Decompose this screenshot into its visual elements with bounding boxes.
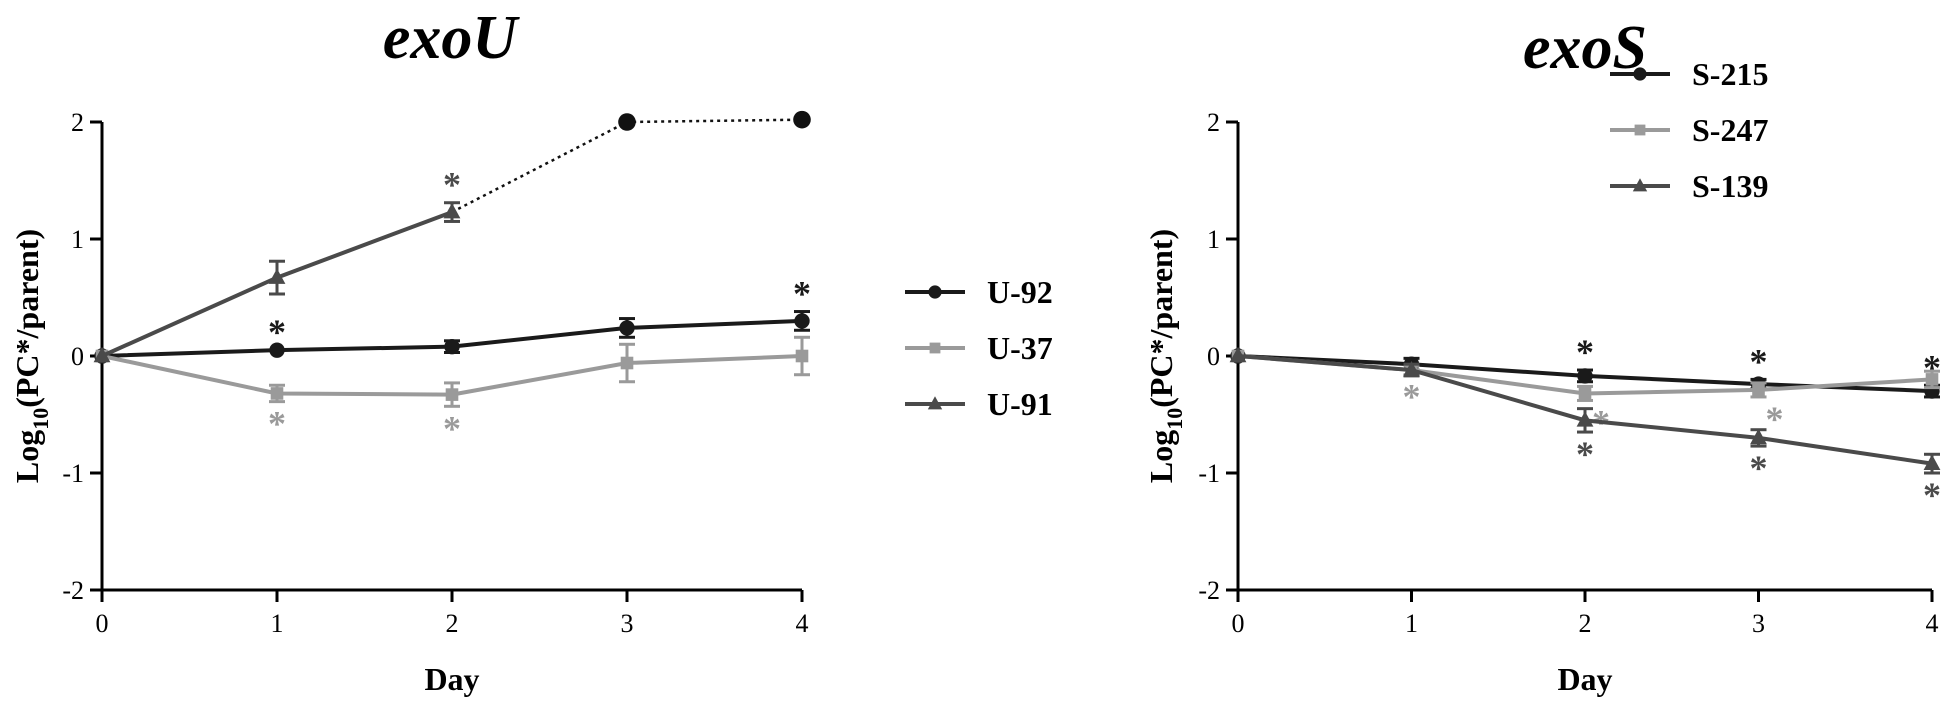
significance-star: * [443,165,461,205]
data-point [1403,360,1420,377]
y-axis-label-base: Log [1143,430,1179,483]
data-point [443,202,461,219]
y-tick-label: 2 [71,108,84,137]
y-tick-label: -1 [1198,459,1220,488]
y-axis-label-subscript: 10 [1162,408,1187,430]
significance-star: * [1576,332,1594,372]
data-point [1578,387,1592,400]
data-point-extension [793,110,811,129]
y-tick-label: 0 [71,342,84,371]
significance-star: * [793,274,811,314]
legend-label: U-37 [987,330,1053,366]
legend-label: U-92 [987,274,1053,310]
x-tick-label: 0 [1232,609,1245,638]
significance-star: * [1750,448,1768,488]
data-point-extension [618,113,636,131]
significance-star: * [268,404,286,444]
data-point [93,346,111,363]
y-axis-label-subscript: 10 [28,408,53,430]
x-tick-label: 2 [446,609,459,638]
x-tick-label: 3 [621,609,634,638]
y-axis-label-rest: (PC*/parent) [9,229,45,408]
significance-star: * [443,408,461,448]
significance-star: * [1923,475,1941,515]
series-u-92: ** [94,274,811,364]
data-point [1577,368,1593,384]
x-axis-label: Day [424,661,479,697]
data-point [445,388,459,401]
legend-item: U-92 [905,274,1053,310]
legend-label: S-139 [1692,168,1768,204]
x-tick-label: 1 [271,609,284,638]
significance-star: * [1766,399,1784,439]
data-point [269,342,285,358]
legend-item: S-247 [1610,112,1768,148]
x-tick-label: 1 [1405,609,1418,638]
data-point [794,313,810,329]
x-tick-label: 4 [796,609,809,638]
y-tick-label: 0 [1207,342,1220,371]
legend-swatch-marker [1633,67,1647,81]
data-point [1750,428,1767,445]
data-point [619,320,635,336]
x-tick-label: 3 [1752,609,1765,638]
series-u-91: * [93,110,811,363]
legend-swatch-marker [1632,178,1648,192]
data-point [1925,373,1939,386]
legend-label: S-247 [1692,112,1768,148]
x-tick-label: 0 [96,609,109,638]
data-point [270,387,284,400]
legend-swatch-marker [929,342,941,354]
legend: S-215 S-247 S-139 [1610,56,1768,204]
legend-item: S-139 [1610,168,1768,204]
chart-title: exoS [1523,14,1647,82]
legend-swatch-marker [1634,124,1646,136]
y-tick-label: 1 [1207,225,1220,254]
series-extension-line [451,118,803,214]
legend-label: S-215 [1692,56,1768,92]
y-axis-label: Log10(PC*/parent) [1143,229,1187,483]
legend-label: U-91 [987,386,1053,422]
chart-title: exoU [383,4,521,72]
y-axis-label: Log10(PC*/parent) [9,229,53,483]
significance-star: * [1576,434,1594,474]
data-point [1576,411,1594,427]
legend-item: S-215 [1610,56,1768,92]
y-tick-label: 1 [71,225,84,254]
y-axis-label-rest: (PC*/parent) [1143,229,1179,408]
x-tick-label: 4 [1926,609,1939,638]
legend-swatch-marker [927,396,943,410]
significance-star: * [268,312,286,352]
significance-star: * [1403,377,1421,417]
y-axis-label-base: Log [9,430,45,483]
legend-item: U-37 [905,330,1053,366]
data-point [620,356,634,370]
y-tick-label: -1 [62,459,84,488]
x-axis-label: Day [1557,661,1612,697]
series-s-139: * * * [1229,346,1941,515]
data-point [268,268,286,284]
y-tick-label: -2 [1198,576,1220,605]
data-point [1923,454,1941,470]
legend: U-92 U-37 U-91 [905,274,1053,422]
y-tick-label: 2 [1207,108,1220,137]
legend-swatch-marker [928,285,942,299]
x-tick-label: 2 [1579,609,1592,638]
legend-item: U-91 [905,386,1053,422]
data-point [1229,346,1247,363]
significance-star: * [1750,341,1768,381]
data-point [1752,383,1765,397]
y-tick-label: -2 [62,576,84,605]
data-point [795,349,809,363]
data-point [444,338,460,355]
